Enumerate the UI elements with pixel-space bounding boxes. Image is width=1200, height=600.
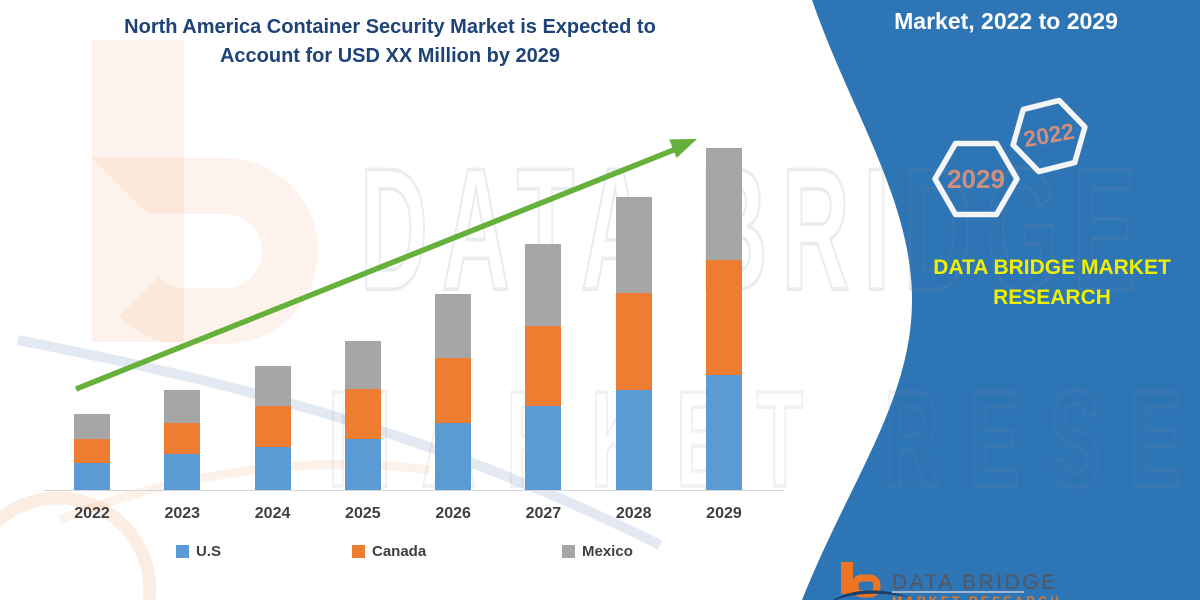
legend-label-canada: Canada bbox=[372, 543, 427, 560]
panel-heading: Market, 2022 to 2029 bbox=[894, 8, 1118, 34]
bar-segment-mexico bbox=[435, 294, 472, 358]
legend-swatch-us bbox=[176, 545, 189, 558]
bar-segment-canada bbox=[525, 326, 562, 406]
bar-2026: 2026 bbox=[435, 294, 472, 522]
legend-label-mexico: Mexico bbox=[582, 543, 633, 560]
brand-line1: DATA BRIDGE MARKET bbox=[933, 256, 1171, 279]
bar-segment-canada bbox=[74, 439, 110, 463]
bar-segment-canada bbox=[164, 423, 201, 454]
legend-item-canada: Canada bbox=[352, 543, 426, 560]
x-axis-label: 2029 bbox=[706, 505, 742, 522]
bar-2025: 2025 bbox=[344, 341, 381, 522]
chart-title: North America Container Security Market … bbox=[60, 13, 720, 71]
bar-segment-us bbox=[615, 390, 652, 490]
legend-swatch-mexico bbox=[562, 545, 575, 558]
bar-2027: 2027 bbox=[525, 244, 562, 522]
bar-segment-canada bbox=[435, 358, 472, 423]
brand-text: DATA BRIDGE MARKET RESEARCH bbox=[900, 253, 1200, 313]
legend-item-us: U.S bbox=[176, 543, 221, 560]
bar-segment-canada bbox=[344, 389, 381, 439]
bar-segment-us bbox=[74, 463, 110, 490]
bar-segment-us bbox=[705, 375, 742, 490]
x-axis-label: 2028 bbox=[615, 505, 652, 522]
x-axis-label: 2023 bbox=[164, 505, 201, 522]
hexagon-2029-icon bbox=[932, 140, 1020, 218]
x-axis-label: 2024 bbox=[254, 505, 291, 522]
hexagon-label-2029: 2029 bbox=[947, 164, 1005, 194]
x-axis-label: 2022 bbox=[74, 505, 110, 522]
bar-2029: 2029 bbox=[705, 148, 742, 522]
bar-segment-mexico bbox=[615, 197, 652, 293]
bar-segment-mexico bbox=[74, 414, 110, 439]
logo-underline bbox=[892, 591, 1024, 593]
bar-2023: 2023 bbox=[164, 390, 201, 522]
logo-subtitle: MARKET RESEARCH bbox=[892, 594, 1062, 600]
bar-segment-mexico bbox=[254, 366, 291, 406]
bar-segment-us bbox=[164, 454, 201, 490]
x-axis-label: 2025 bbox=[345, 505, 381, 522]
bar-2022: 2022 bbox=[74, 414, 110, 522]
brand-line2: RESEARCH bbox=[993, 286, 1111, 309]
bar-segment-us bbox=[525, 406, 562, 490]
bar-segment-canada bbox=[615, 293, 652, 390]
bar-segment-us bbox=[254, 447, 291, 490]
bar-segment-mexico bbox=[164, 390, 201, 423]
bar-segment-canada bbox=[254, 406, 291, 447]
legend-label-us: U.S bbox=[196, 543, 222, 560]
bar-segment-us bbox=[344, 439, 381, 490]
x-axis-line bbox=[44, 490, 784, 491]
bars: 2022 2023 2024 2025 2026 2027 2028 2029 bbox=[74, 148, 742, 522]
bar-segment-mexico bbox=[705, 148, 742, 260]
hexagon-2022-icon bbox=[1010, 97, 1088, 175]
x-axis-label: 2026 bbox=[435, 505, 471, 522]
bar-segment-us bbox=[435, 423, 472, 490]
chart-title-line1: North America Container Security Market … bbox=[124, 16, 656, 38]
logo-name: DATA BRIDGE bbox=[892, 571, 1058, 594]
legend-swatch-canada bbox=[352, 545, 365, 558]
chart-title-line2: Account for USD XX Million by 2029 bbox=[219, 45, 561, 67]
bar-2024: 2024 bbox=[254, 366, 291, 522]
bar-segment-mexico bbox=[525, 244, 562, 326]
legend-item-mexico: Mexico bbox=[562, 543, 633, 560]
x-axis-label: 2027 bbox=[525, 505, 562, 522]
bar-segment-canada bbox=[705, 260, 742, 375]
bar-segment-mexico bbox=[344, 341, 381, 389]
bar-2028: 2028 bbox=[615, 197, 652, 522]
